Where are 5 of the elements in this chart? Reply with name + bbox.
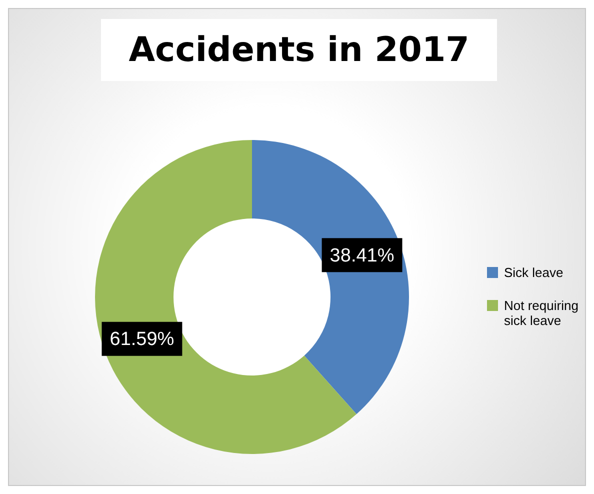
chart-title: Accidents in 2017 bbox=[101, 19, 497, 81]
legend-label: Not requiring sick leave bbox=[504, 298, 580, 328]
legend-label: Sick leave bbox=[504, 265, 564, 280]
data-label: 61.59% bbox=[110, 329, 174, 350]
data-label: 38.41% bbox=[330, 245, 394, 266]
